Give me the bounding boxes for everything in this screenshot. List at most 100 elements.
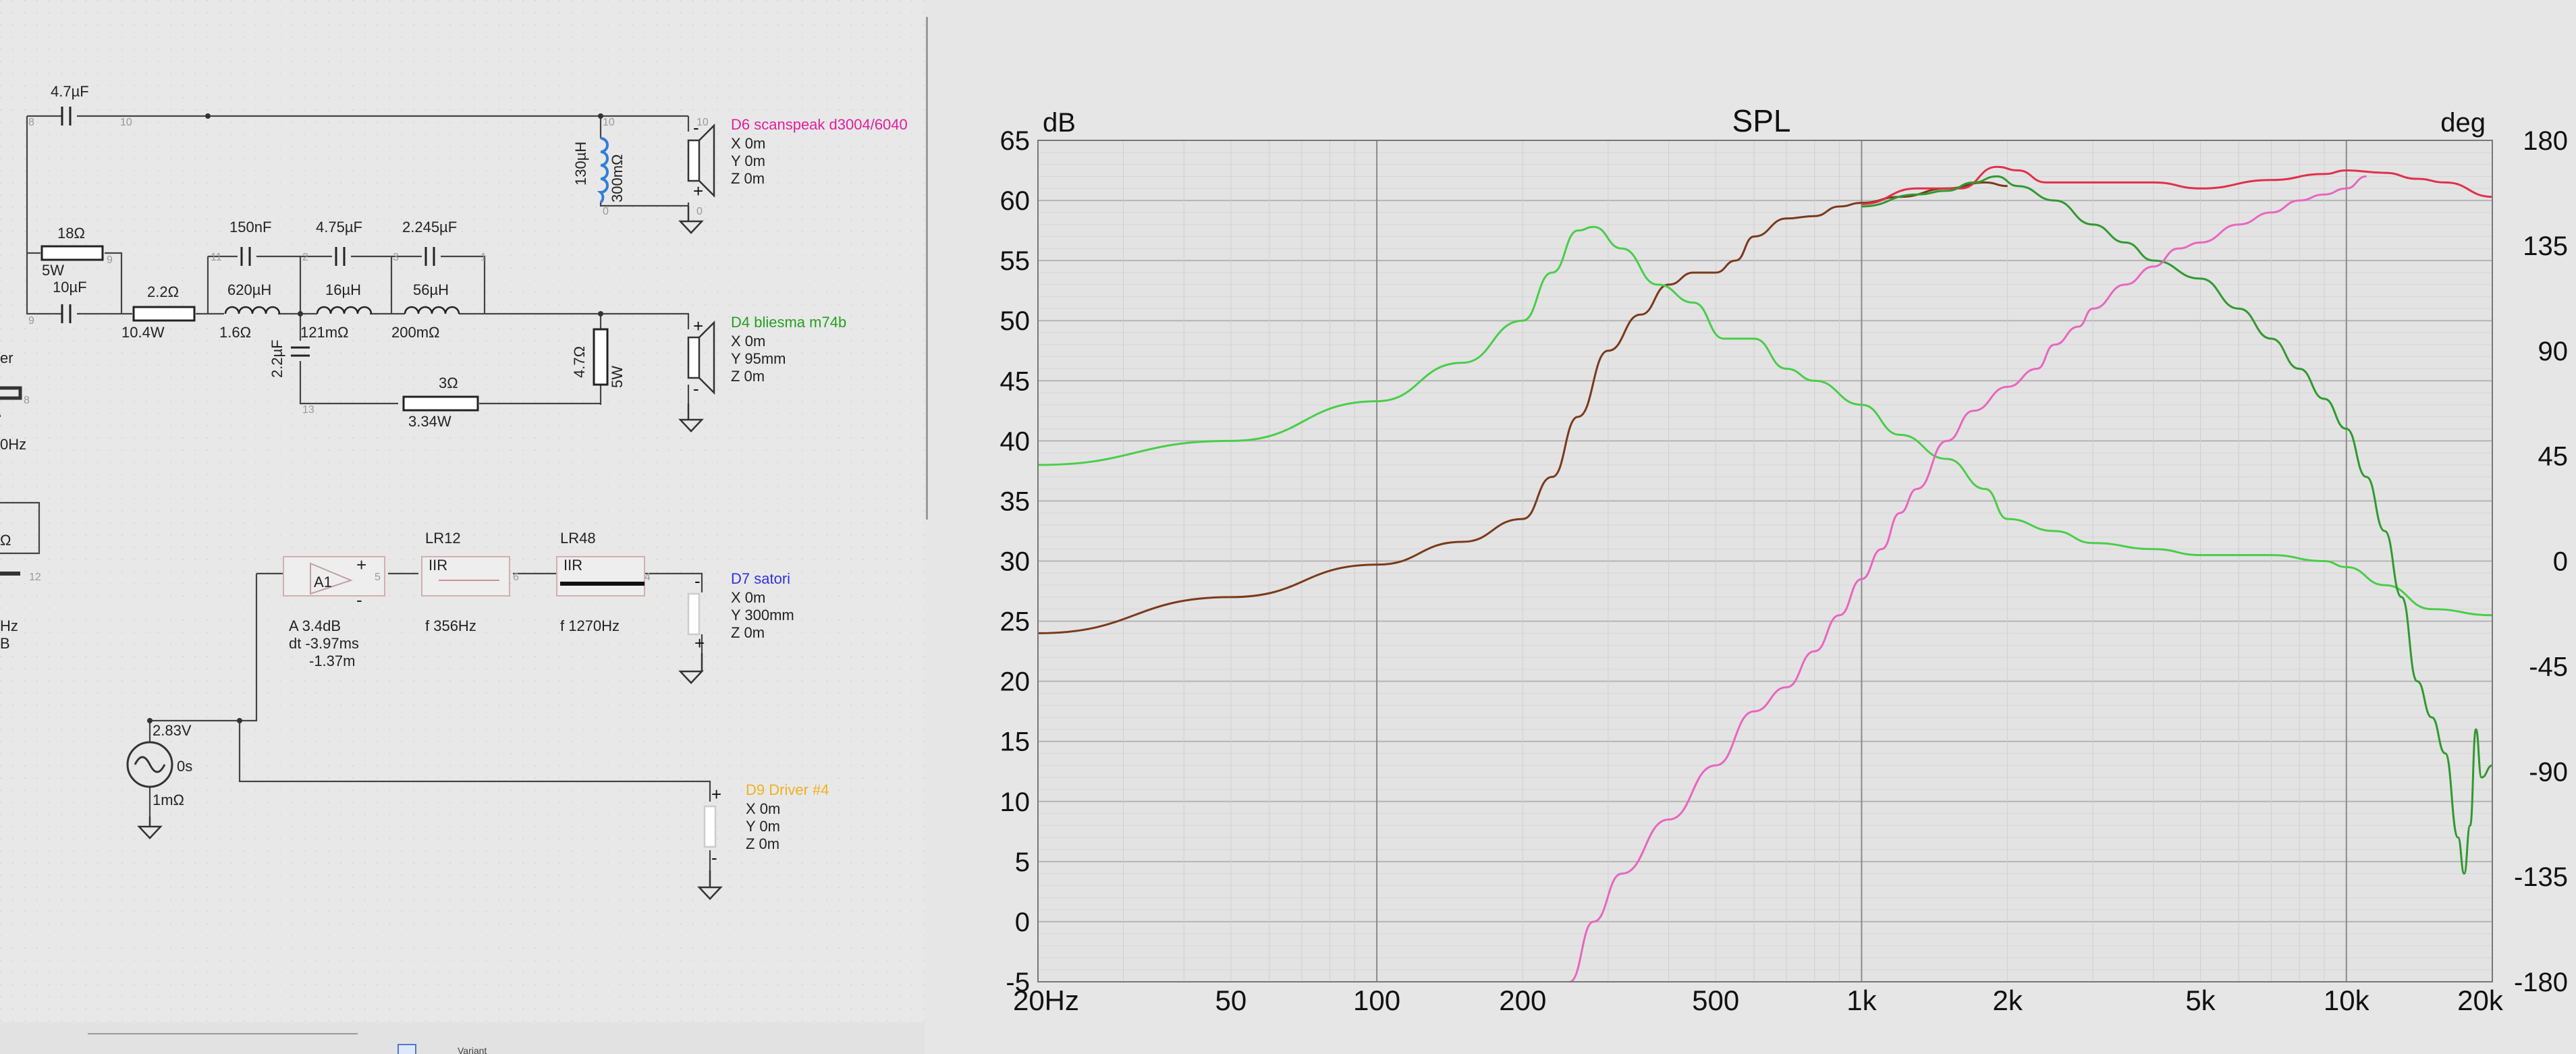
svg-text:+: +	[356, 555, 366, 575]
driver-d9-x: X 0m	[746, 800, 780, 817]
y2-tick-label: -135	[2514, 862, 2568, 892]
source-voltage: 2.83V	[153, 722, 192, 739]
y-tick-label: 40	[1000, 426, 1031, 456]
svg-text:6: 6	[513, 572, 519, 583]
filter-2-type: IIR	[564, 557, 582, 574]
variant-toggle-button[interactable]	[398, 1044, 416, 1054]
ground-symbols	[137, 206, 723, 900]
series-line-3	[1861, 175, 2492, 875]
label-c3: 150nF	[229, 219, 271, 235]
y2-tick-label: 180	[2523, 126, 2568, 156]
driver-d6-name[interactable]: D6 scanspeak d3004/6040	[731, 116, 908, 133]
svg-text:1: 1	[481, 252, 487, 263]
svg-text:8: 8	[24, 395, 30, 406]
y2-tick-label: 0	[2553, 547, 2568, 577]
source-resistance: 1mΩ	[153, 792, 184, 808]
dsp-blocks[interactable]: + -	[283, 555, 645, 610]
svg-text:-: -	[694, 571, 701, 591]
y-tick-label: 50	[1000, 306, 1031, 336]
svg-text:+: +	[693, 181, 703, 201]
svg-text:11: 11	[211, 252, 222, 263]
x-tick-label: 50	[1215, 984, 1246, 1016]
x-tick-label: 1k	[1846, 984, 1877, 1016]
driver-d6-z: Z 0m	[731, 170, 765, 187]
label-l4: 130µH	[572, 142, 589, 186]
filter-2-title: LR48	[560, 530, 596, 547]
svg-text:-: -	[693, 379, 699, 399]
series-line-2	[1038, 225, 2492, 617]
svg-text:-: -	[711, 848, 717, 868]
svg-text:+: +	[711, 784, 721, 804]
label-r2-power: 10.4W	[121, 324, 165, 341]
label-r1: 18Ω	[57, 225, 85, 242]
label-l3: 56µH	[413, 281, 449, 298]
label-c6: 2.2µF	[269, 339, 285, 378]
y-tick-label: 55	[1000, 246, 1031, 276]
x-tick-label: 200	[1499, 984, 1546, 1016]
driver-d7-x: X 0m	[731, 589, 765, 606]
svg-text:10: 10	[120, 117, 132, 128]
svg-text:-: -	[693, 117, 699, 138]
status-strip: Variant	[0, 1022, 925, 1054]
x-tick-label: 10k	[2324, 984, 2370, 1016]
y-tick-label: 15	[1000, 727, 1031, 757]
svg-text:5: 5	[375, 572, 381, 583]
left-unit-label: dB	[1043, 108, 1076, 138]
series-line-4	[1569, 175, 2367, 982]
y2-tick-label: -45	[2529, 652, 2568, 682]
x-tick-label: 5k	[2185, 984, 2216, 1016]
panel-divider[interactable]	[926, 17, 928, 520]
driver-d6-y: Y 0m	[731, 152, 765, 169]
source-time: 0s	[177, 758, 192, 775]
x-tick-label: 20Hz	[1013, 984, 1079, 1016]
junction-dots	[147, 113, 603, 723]
schematic-panel[interactable]: + - 4.7µF 18Ω 5W 10µF 2.2Ω 10.4W 150nF 4…	[0, 0, 925, 1054]
fragment-b: B	[0, 635, 10, 652]
y2-tick-label: -90	[2529, 757, 2568, 787]
y2-tick-label: 45	[2538, 442, 2569, 472]
label-r4: 4.7Ω	[571, 346, 588, 378]
y-tick-label: 5	[1015, 848, 1030, 877]
pin-numbers: 8 10 11 2 3 1 9 9 13 10 0 10 0 5 6 4 12 …	[24, 117, 709, 583]
label-l2-r: 121mΩ	[300, 324, 348, 341]
speaker-icons[interactable]	[687, 123, 717, 848]
label-l4-r: 300mΩ	[609, 155, 626, 202]
filter-1-type: IIR	[429, 557, 447, 574]
y-tick-label: 0	[1015, 908, 1030, 937]
driver-d4-name[interactable]: D4 bliesma m74b	[731, 314, 846, 331]
resistors	[40, 245, 609, 412]
voltage-source-icon[interactable]	[126, 741, 173, 788]
y-tick-label: -5	[1006, 968, 1030, 997]
variant-label: Variant	[458, 1045, 487, 1054]
label-l1-r: 1.6Ω	[219, 324, 251, 341]
svg-text:10: 10	[696, 117, 709, 128]
capacitors	[61, 107, 435, 357]
fragment-omega: Ω	[0, 532, 11, 549]
label-c5: 2.245µF	[402, 219, 457, 235]
driver-d9-name[interactable]: D9 Driver #4	[746, 781, 829, 798]
svg-text:9: 9	[107, 254, 113, 266]
label-l2: 16µH	[325, 281, 361, 298]
x-tick-label: 500	[1692, 984, 1739, 1016]
svg-text:8: 8	[28, 117, 34, 128]
svg-text:-: -	[356, 590, 362, 610]
driver-d9-z: Z 0m	[746, 835, 779, 852]
right-unit-label: deg	[2440, 108, 2486, 138]
y-tick-label: 35	[1000, 487, 1031, 516]
driver-d6-x: X 0m	[731, 135, 765, 152]
y-tick-label: 45	[1000, 366, 1031, 396]
spl-graph[interactable]: SPL dB deg 65605550454035302520151050-5 …	[931, 0, 2576, 1054]
x-tick-label: 100	[1353, 984, 1400, 1016]
inductors	[224, 137, 609, 314]
amp-gain: A 3.4dB	[289, 617, 341, 634]
driver-d9-y: Y 0m	[746, 818, 780, 835]
filter-1-freq: f 356Hz	[425, 617, 476, 634]
y-tick-label: 20	[1000, 667, 1031, 697]
svg-text:4: 4	[645, 572, 651, 583]
label-r3-power: 3.34W	[408, 413, 451, 430]
svg-text:0: 0	[696, 206, 703, 217]
svg-text:9: 9	[28, 315, 34, 327]
series-group	[1038, 165, 2492, 982]
driver-d7-name[interactable]: D7 satori	[731, 570, 790, 587]
x-tick-label: 20k	[2457, 984, 2504, 1016]
